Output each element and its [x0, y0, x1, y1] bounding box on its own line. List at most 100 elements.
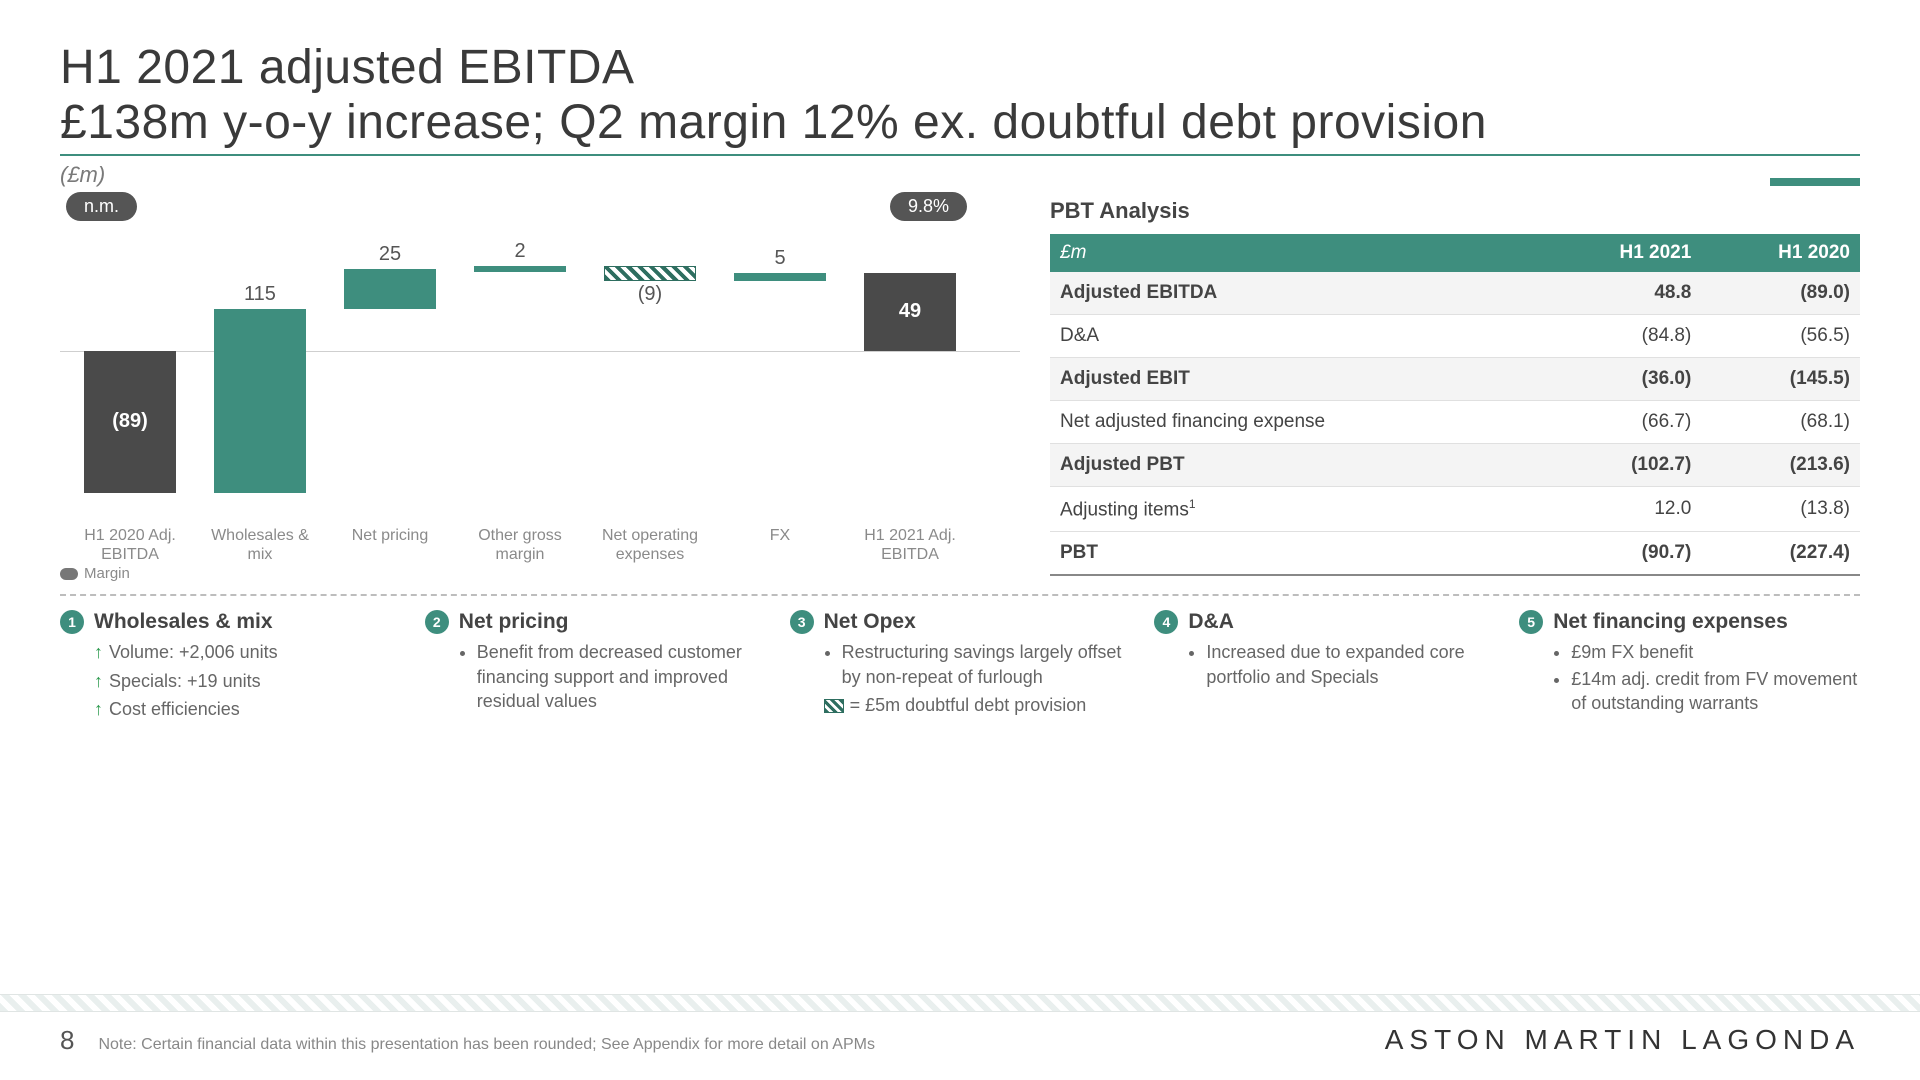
waterfall-bar-label: (89) — [70, 410, 190, 433]
table-cell-v1: (102.7) — [1543, 444, 1702, 487]
table-cell-label: Adjusting items1 — [1050, 487, 1543, 532]
table-row: PBT(90.7)(227.4) — [1050, 532, 1860, 576]
note-head: 3 Net Opex — [790, 610, 1131, 634]
margin-legend: Margin — [60, 565, 130, 582]
note-arrow-line: ↑Cost efficiencies — [94, 697, 401, 721]
note-title: Net pricing — [459, 610, 569, 634]
note-number-circle: 1 — [60, 610, 84, 634]
title-line-2: £138m y-o-y increase; Q2 margin 12% ex. … — [60, 95, 1860, 150]
note-bullet-list: Increased due to expanded core portfolio… — [1188, 640, 1495, 689]
note-number-circle: 3 — [790, 610, 814, 634]
title-block: H1 2021 adjusted EBITDA £138m y-o-y incr… — [60, 40, 1860, 156]
waterfall-category-label: Net operatingexpenses — [590, 526, 710, 564]
note-column: 4D&A Increased due to expanded core portf… — [1154, 610, 1495, 725]
waterfall-bar-label: 25 — [330, 243, 450, 266]
table-cell-v2: (227.4) — [1701, 532, 1860, 576]
note-head: 5Net financing expenses — [1519, 610, 1860, 634]
note-bullet-list: Benefit from decreased customer financin… — [459, 640, 766, 713]
pbt-th-1: H1 2021 — [1543, 234, 1702, 272]
note-column: 5Net financing expenses £9m FX benefit£14… — [1519, 610, 1860, 725]
waterfall-bar-label: 115 — [200, 283, 320, 306]
note-body: ↑ Volume: +2,006 units ↑ Specials: +19 unit… — [60, 640, 401, 721]
waterfall-bar-label: 5 — [720, 247, 840, 270]
note-column: 1 Wholesales & mix ↑ Volume: +2,006 units ↑ S… — [60, 610, 401, 725]
note-column: 3 Net Opex Restructuring savings largely o… — [790, 610, 1131, 725]
brand-logo: ASTON MARTIN LAGONDA — [1385, 1024, 1860, 1056]
table-cell-v1: (66.7) — [1543, 401, 1702, 444]
waterfall-bar: 2Other grossmargin — [460, 196, 580, 576]
waterfall-bar-rect — [344, 269, 436, 309]
table-cell-v1: (36.0) — [1543, 358, 1702, 401]
note-bullet: £14m adj. credit from FV movement of out… — [1571, 667, 1860, 716]
note-text: = £5m doubtful debt provision — [850, 695, 1087, 715]
note-head: 1 Wholesales & mix — [60, 610, 401, 634]
table-cell-v1: (84.8) — [1543, 315, 1702, 358]
table-cell-v2: (68.1) — [1701, 401, 1860, 444]
up-arrow-icon: ↑ — [94, 642, 103, 662]
note-hatch-line: = £5m doubtful debt provision — [824, 693, 1131, 717]
table-cell-label: D&A — [1050, 315, 1543, 358]
waterfall-bar: (89) H1 2020 Adj.EBITDA — [70, 196, 190, 576]
waterfall-bar: 115 Wholesales &mix — [200, 196, 320, 576]
waterfall-bar-rect — [474, 266, 566, 272]
footer: 8 Note: Certain financial data within th… — [0, 994, 1920, 1080]
waterfall-bar-label: (9) — [590, 283, 710, 306]
table-cell-v2: (89.0) — [1701, 272, 1860, 315]
table-cell-label: PBT — [1050, 532, 1543, 576]
pbt-th-0: £m — [1050, 234, 1543, 272]
page-number: 8 — [60, 1025, 74, 1056]
note-bullet: Benefit from decreased customer financin… — [477, 640, 766, 713]
note-text: Specials: +19 units — [109, 671, 261, 691]
table-row: Net adjusted financing expense(66.7)(68.… — [1050, 401, 1860, 444]
table-cell-v1: (90.7) — [1543, 532, 1702, 576]
waterfall-bar-rect — [604, 266, 696, 280]
waterfall-bar-rect — [214, 309, 306, 493]
waterfall-category-label: FX — [720, 526, 840, 545]
note-head: 2Net pricing — [425, 610, 766, 634]
margin-legend-label: Margin — [84, 565, 130, 582]
waterfall-bar: 25 Net pricing — [330, 196, 450, 576]
table-cell-v2: (145.5) — [1701, 358, 1860, 401]
table-cell-label: Net adjusted financing expense — [1050, 401, 1543, 444]
table-cell-label: Adjusted EBITDA — [1050, 272, 1543, 315]
waterfall-category-label: Wholesales &mix — [200, 526, 320, 564]
footer-note: Note: Certain financial data within this… — [98, 1036, 874, 1054]
waterfall-category-label: H1 2020 Adj.EBITDA — [70, 526, 190, 564]
table-cell-v2: (56.5) — [1701, 315, 1860, 358]
waterfall-category-label: H1 2021 Adj.EBITDA — [850, 526, 970, 564]
unit-label: (£m) — [60, 162, 1860, 188]
note-bullet-list: £9m FX benefit£14m adj. credit from FV m… — [1553, 640, 1860, 715]
waterfall-category-label: Net pricing — [330, 526, 450, 545]
waterfall-category-label: Other grossmargin — [460, 526, 580, 564]
table-row: Adjusted PBT(102.7)(213.6) — [1050, 444, 1860, 487]
note-text: Volume: +2,006 units — [109, 642, 278, 662]
title-rule — [60, 154, 1860, 156]
note-bullet: Increased due to expanded core portfolio… — [1206, 640, 1495, 689]
note-title: Wholesales & mix — [94, 610, 273, 634]
waterfall-bar: (9) Net operatingexpenses — [590, 196, 710, 576]
pbt-th-2: H1 2020 — [1701, 234, 1860, 272]
note-body: Benefit from decreased customer financin… — [425, 640, 766, 713]
table-cell-v1: 12.0 — [1543, 487, 1702, 532]
note-title: Net Opex — [824, 610, 916, 634]
up-arrow-icon: ↑ — [94, 671, 103, 691]
note-head: 4D&A — [1154, 610, 1495, 634]
hatch-swatch-icon — [824, 699, 844, 713]
note-column: 2Net pricing Benefit from decreased custo… — [425, 610, 766, 725]
table-row: Adjusting items112.0(13.8) — [1050, 487, 1860, 532]
waterfall-chart: n.m. 9.8% (89)H1 2020 Adj.EBITDA115Whole… — [60, 192, 1020, 576]
table-cell-label: Adjusted PBT — [1050, 444, 1543, 487]
note-number-circle: 4 — [1154, 610, 1178, 634]
table-row: Adjusted EBITDA48.8(89.0) — [1050, 272, 1860, 315]
note-title: Net financing expenses — [1553, 610, 1788, 634]
note-body: Increased due to expanded core portfolio… — [1154, 640, 1495, 689]
note-body: Restructuring savings largely offset by … — [790, 640, 1131, 717]
note-body: £9m FX benefit£14m adj. credit from FV m… — [1519, 640, 1860, 715]
table-cell-v1: 48.8 — [1543, 272, 1702, 315]
pbt-table-panel: PBT Analysis £m H1 2021 H1 2020 Adjusted… — [1050, 192, 1860, 576]
table-row: Adjusted EBIT(36.0)(145.5) — [1050, 358, 1860, 401]
waterfall-bar-rect — [734, 273, 826, 281]
dashed-separator — [60, 594, 1860, 596]
waterfall-bar: 5 FX — [720, 196, 840, 576]
footer-stripe — [0, 994, 1920, 1012]
